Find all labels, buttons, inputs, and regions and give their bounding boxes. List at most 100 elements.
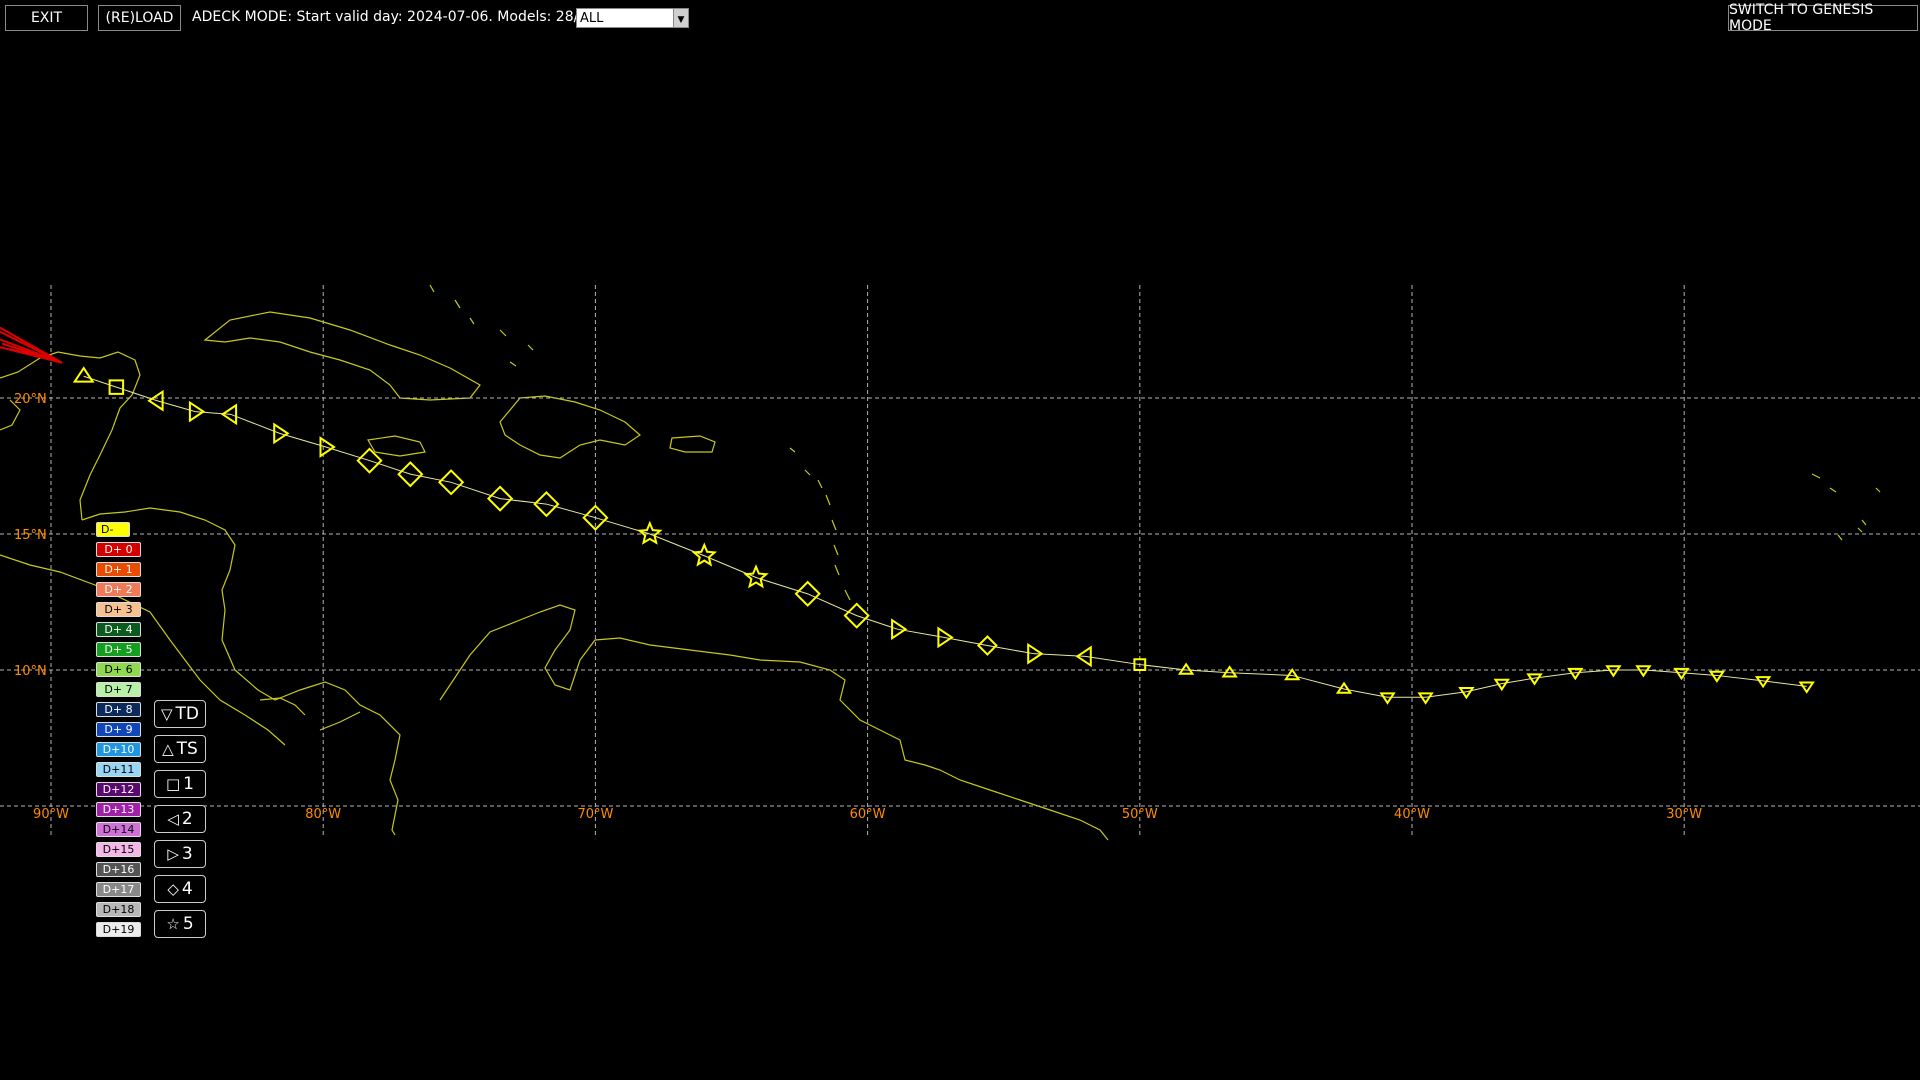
legend-intensity-label: 5 [182,914,194,934]
coast-hispaniola [499,395,641,459]
legend-day-swatch: D+ 3 [96,602,141,617]
legend-intensity-label: 2 [181,809,193,829]
coast-cuba [203,311,481,401]
lat-tick-label: 10°N [14,664,47,679]
legend-day-swatch: D+18 [96,902,141,917]
model-select[interactable]: ALL ▼ [576,8,689,28]
cat4-marker[interactable] [486,485,514,512]
ts-marker[interactable] [72,366,95,383]
legend-day-swatch: D+ 7 [96,682,141,697]
legend-day-swatch: D+ 5 [96,642,141,657]
legend-intensity-item: △ TS [154,735,206,763]
legend-day-swatch: D+ 1 [96,562,141,577]
graticule [0,285,1920,835]
cat3-marker[interactable] [273,422,290,445]
coast-islands-north [429,284,534,367]
legend-intensity-item: ◇ 4 [154,875,206,903]
lat-tick-label: 20°N [14,392,47,407]
td-marker[interactable] [1754,676,1772,689]
td-marker[interactable] [1493,678,1510,692]
legend-day-swatch: D+15 [96,842,141,857]
legend-intensity-item: □ 1 [154,770,206,798]
track-polyline [83,375,1807,698]
legend-day-swatch: D+ 2 [96,582,141,597]
cat1-marker[interactable] [1133,658,1147,671]
switch-to-genesis-button[interactable]: SWITCH TO GENESIS MODE [1728,2,1918,34]
cat2-marker[interactable] [220,403,238,426]
coast-gulf [0,399,21,431]
coast-lesser-antilles [789,447,851,601]
td-marker[interactable] [1605,665,1622,678]
legend-day-swatch: D+ 0 [96,542,141,557]
coastlines [0,284,1881,841]
legend-intensity-label: 3 [181,844,193,864]
legend-intensity-item: ▽ TD [154,700,206,728]
legend-glyph-icon: △ [162,740,174,758]
cat5-marker[interactable] [637,520,663,545]
legend-intensity-label: 1 [183,774,194,794]
cat4-marker[interactable] [794,580,821,607]
legend-glyph-icon: ☆ [166,915,180,933]
legend-intensity-item: ◁ 2 [154,805,206,833]
ts-marker[interactable] [1177,662,1195,675]
legend-day-swatch: D+ 6 [96,662,141,677]
legend-day-swatch: D+10 [96,742,141,757]
legend-day-swatch: D+ 9 [96,722,141,737]
cat4-marker[interactable] [582,504,609,531]
legend-intensity-item: ▷ 3 [154,840,206,868]
cat4-marker[interactable] [533,490,560,518]
coast-cape-verde [1811,473,1881,541]
cat5-marker[interactable] [743,564,769,589]
td-marker[interactable] [1379,692,1396,705]
track-line [83,375,1807,698]
ts-marker[interactable] [1284,668,1301,681]
cat3-marker[interactable] [1027,642,1044,665]
cat2-marker[interactable] [1075,645,1092,668]
cat4-marker[interactable] [356,447,383,474]
legend-glyph-icon: ◇ [167,880,179,898]
model-select-value: ALL [580,11,604,26]
td-marker[interactable] [1673,667,1690,681]
reload-button[interactable]: (RE)LOAD [98,5,181,31]
coast-panama [259,697,361,731]
coast-central-america [81,507,401,836]
cat5-marker[interactable] [691,542,718,567]
legend-glyph-icon: ▷ [167,845,179,863]
td-marker[interactable] [1708,670,1726,683]
td-marker[interactable] [1458,687,1475,700]
cat3-marker[interactable] [188,400,206,423]
cat3-marker[interactable] [891,618,908,641]
cat2-marker[interactable] [147,389,164,412]
td-marker[interactable] [1567,667,1584,681]
cat4-marker[interactable] [437,469,465,496]
model-spread-line [7,334,63,364]
cat3-marker[interactable] [319,436,336,458]
coast-south-america [439,604,1109,841]
legend-day-swatch: D+12 [96,782,141,797]
legend-intensity-label: TS [176,739,198,759]
ts-marker[interactable] [1221,665,1238,678]
lon-tick-label: 80°W [305,807,341,822]
coast-mexico [0,351,141,521]
td-marker[interactable] [1635,665,1652,678]
cat4-marker[interactable] [976,635,998,656]
legend-intensity-item: ☆ 5 [154,910,206,938]
td-marker[interactable] [1417,692,1434,705]
legend-day-swatch: D+16 [96,862,141,877]
exit-button[interactable]: EXIT [5,5,88,31]
track-markers[interactable] [72,366,1815,705]
ts-marker[interactable] [1335,681,1353,694]
chevron-down-icon[interactable]: ▼ [673,9,688,27]
cat3-marker[interactable] [937,626,954,649]
coast-jamaica [367,435,426,457]
legend-day-swatch: D+13 [96,802,141,817]
cat1-marker[interactable] [108,379,125,395]
legend-intensity-label: 4 [181,879,193,899]
coast-puerto-rico [669,435,716,453]
td-marker[interactable] [1526,673,1543,686]
cat4-marker[interactable] [843,602,870,629]
cat4-marker[interactable] [397,461,424,488]
legend-day-swatch: D+11 [96,762,141,777]
td-marker[interactable] [1798,681,1815,694]
